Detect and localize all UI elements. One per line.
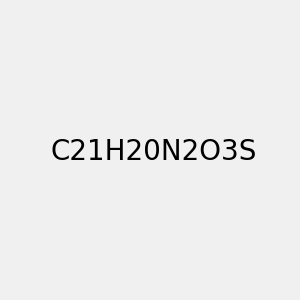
Text: C21H20N2O3S: C21H20N2O3S <box>51 137 257 166</box>
